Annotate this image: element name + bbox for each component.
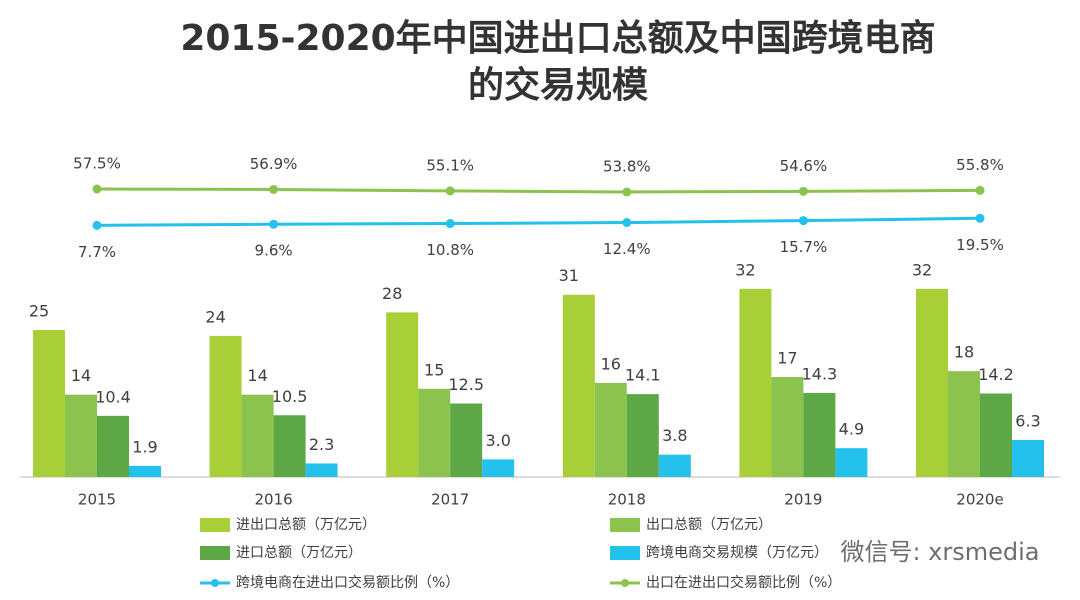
legend-swatch: [610, 546, 640, 560]
value-label: 12.5: [448, 375, 484, 394]
legend-swatch: [211, 579, 219, 587]
legend-swatch: [621, 579, 629, 587]
x-tick-label: 2016: [255, 491, 293, 509]
value-label: 15.7%: [780, 238, 828, 256]
x-tick-label: 2019: [784, 491, 822, 509]
bar: [916, 288, 948, 477]
value-label: 4.9: [839, 420, 864, 439]
bar: [33, 330, 65, 477]
value-label: 53.8%: [603, 157, 651, 175]
bar: [129, 465, 161, 477]
value-label: 14: [247, 366, 267, 385]
bar: [835, 448, 868, 477]
value-label: 19.5%: [956, 236, 1004, 254]
bar: [1012, 439, 1044, 477]
legend-swatch: [200, 546, 230, 560]
value-label: 32: [735, 260, 755, 279]
value-label: 16: [601, 354, 621, 373]
bar: [562, 294, 595, 477]
value-label: 6.3: [1015, 411, 1040, 430]
bar: [450, 403, 483, 477]
legend-label: 出口总额（万亿元）: [646, 517, 772, 533]
legend-swatch: [200, 518, 230, 532]
value-label: 18: [954, 343, 974, 362]
line-point: [445, 219, 455, 229]
bar: [739, 288, 772, 477]
bar: [594, 382, 627, 477]
bar: [305, 463, 338, 477]
value-label: 3.8: [662, 426, 687, 445]
value-label: 14: [71, 366, 91, 385]
value-label: 28: [382, 284, 402, 303]
line-point: [798, 216, 808, 226]
line-point: [269, 184, 279, 194]
value-label: 10.5: [272, 387, 308, 406]
line: [96, 187, 981, 194]
chart-title: 的交易规模: [468, 64, 648, 106]
value-label: 10.4: [95, 387, 131, 406]
line: [96, 216, 981, 227]
legend-label: 进口总额（万亿元）: [236, 545, 362, 561]
bar: [418, 388, 451, 477]
legend-label: 出口在进出口交易额比例（%）: [646, 574, 841, 591]
value-label: 7.7%: [78, 243, 116, 261]
value-label: 14.1: [625, 366, 661, 385]
line-point: [622, 218, 632, 228]
bar: [65, 394, 97, 477]
legend-swatch: [610, 518, 640, 532]
value-label: 15: [424, 360, 444, 379]
value-label: 1.9: [132, 437, 157, 456]
value-label: 55.8%: [956, 156, 1004, 174]
bar: [97, 415, 129, 477]
line-point: [798, 186, 808, 196]
bar: [658, 454, 691, 477]
legend-label: 跨境电商在进出口交易额比例（%）: [236, 574, 459, 591]
line-point: [975, 185, 985, 195]
line-point: [622, 187, 632, 197]
bar: [980, 393, 1012, 477]
bar: [626, 394, 659, 477]
bar: [803, 392, 836, 477]
value-label: 31: [559, 266, 579, 285]
value-label: 24: [205, 307, 225, 326]
value-label: 9.6%: [255, 242, 293, 260]
chart-title: 2015-2020年中国进出口总额及中国跨境电商: [180, 18, 935, 59]
value-label: 14.3: [802, 364, 838, 383]
bar: [771, 377, 804, 477]
value-label: 54.6%: [780, 157, 828, 175]
bar: [241, 394, 274, 477]
value-label: 14.2: [978, 365, 1014, 384]
value-label: 17: [777, 349, 797, 368]
value-label: 57.5%: [73, 155, 121, 173]
x-tick-label: 2018: [608, 491, 646, 509]
line-point: [92, 220, 102, 230]
value-label: 2.3: [309, 435, 334, 454]
x-tick-label: 2020e: [956, 491, 1003, 509]
value-label: 55.1%: [426, 156, 474, 174]
value-label: 56.9%: [250, 155, 298, 173]
bar: [386, 312, 419, 477]
value-label: 12.4%: [603, 240, 651, 258]
bar: [209, 335, 242, 477]
line-point: [445, 186, 455, 196]
bar: [273, 415, 306, 477]
bar: [482, 459, 515, 477]
value-label: 32: [912, 260, 932, 279]
line-point: [269, 219, 279, 229]
bar: [948, 371, 980, 477]
x-tick-label: 2015: [78, 491, 116, 509]
value-label: 10.8%: [426, 241, 474, 259]
legend-label: 跨境电商交易规模（万亿元）: [646, 544, 828, 561]
value-label: 25: [29, 302, 49, 321]
watermark: 微信号: xrsmedia: [840, 538, 1039, 566]
line-point: [975, 213, 985, 223]
x-tick-label: 2017: [431, 491, 469, 509]
line-point: [92, 184, 102, 194]
value-label: 3.0: [485, 431, 510, 450]
legend-label: 进出口总额（万亿元）: [236, 517, 376, 533]
